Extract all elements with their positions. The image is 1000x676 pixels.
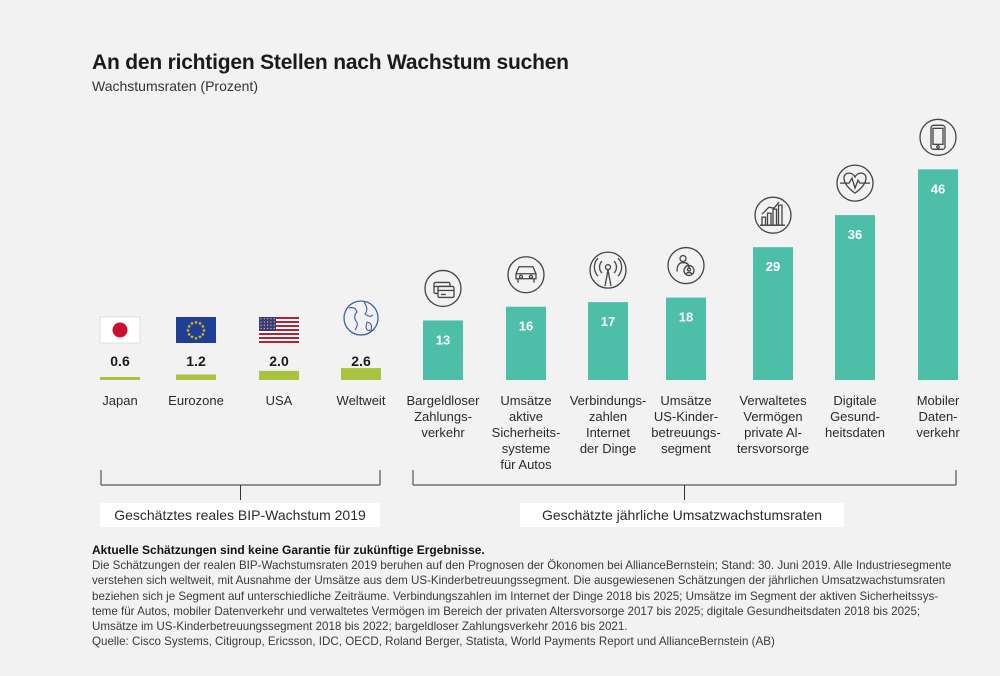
bar (100, 377, 140, 380)
bar (341, 368, 381, 380)
category-label: USA (266, 393, 293, 408)
svg-text:★: ★ (202, 328, 207, 334)
bar (176, 374, 216, 380)
category-label: segment (661, 441, 711, 456)
svg-text:★: ★ (201, 332, 206, 338)
bar-value-label: 29 (766, 259, 780, 274)
footnote-line: teme für Autos, mobiler Datenverkehr und… (92, 604, 921, 618)
group-label-revenue: Geschätzte jährliche Umsatzwachstumsrate… (520, 503, 844, 527)
footnote-line: Umsätze im US-Kinderbetreuungssegment 20… (92, 620, 628, 634)
bar (423, 320, 463, 380)
svg-text:★: ★ (187, 332, 192, 338)
svg-text:★: ★ (194, 336, 199, 342)
category-label: verkehr (916, 425, 960, 440)
category-label: heitsdaten (825, 425, 885, 440)
bar-value-label: 18 (679, 310, 693, 325)
bar-value-label: 16 (519, 319, 533, 334)
page-title: An den richtigen Stellen nach Wachstum s… (92, 51, 569, 74)
category-label: Japan (102, 393, 137, 408)
japan-flag-icon (99, 316, 141, 344)
bar (666, 297, 706, 380)
bar-value-label: 1.2 (186, 353, 206, 369)
bar-value-label: 17 (601, 314, 615, 329)
category-label: Weltweit (337, 393, 386, 408)
svg-text:★: ★ (198, 335, 203, 341)
childcare-icon (667, 246, 705, 285)
category-label: betreuungs- (651, 425, 720, 440)
category-label: Eurozone (168, 393, 224, 408)
bar (259, 370, 299, 380)
category-label: systeme (502, 441, 550, 456)
category-label: Gesund- (830, 409, 880, 424)
category-label: aktive (509, 409, 543, 424)
smartphone-icon (919, 118, 957, 156)
bar-value-label: 36 (848, 227, 862, 242)
category-label: US-Kinder- (654, 409, 718, 424)
category-label: Zahlungs- (414, 409, 472, 424)
bar (753, 247, 793, 380)
group-bracket-revenue (412, 470, 957, 500)
svg-text:★: ★ (198, 321, 203, 327)
category-label: zahlen (589, 409, 627, 424)
svg-text:★: ★ (201, 324, 206, 330)
category-label: private Al- (744, 425, 802, 440)
category-label: Mobiler (917, 393, 960, 408)
group-label-gdp: Geschätztes reales BIP-Wachstum 2019 (100, 503, 380, 527)
bar-value-label: 13 (436, 332, 450, 347)
bar-value-label: 2.6 (351, 353, 371, 369)
svg-text:★: ★ (190, 321, 195, 327)
footnotes: Aktuelle Schätzungen sind keine Garantie… (92, 543, 972, 649)
bar-value-label: 46 (931, 181, 945, 196)
category-label: Bargeldloser (407, 393, 481, 408)
svg-text:★: ★ (187, 324, 192, 330)
category-label: Verwaltetes (739, 393, 807, 408)
bar (588, 302, 628, 380)
category-label: Vermögen (743, 409, 802, 424)
bar (835, 215, 875, 380)
car-icon (507, 256, 545, 294)
category-label: Digitale (833, 393, 876, 408)
category-label: Umsätze (500, 393, 551, 408)
heart-rate-icon (836, 164, 874, 202)
iot-signal-icon (589, 251, 627, 289)
category-label: für Autos (500, 457, 552, 472)
category-label: tersvorsorge (737, 441, 809, 456)
category-label: Daten- (918, 409, 957, 424)
bar-growth-icon (754, 196, 792, 234)
usa-flag-icon (259, 317, 299, 343)
category-label: Internet (586, 425, 630, 440)
svg-text:★: ★ (190, 335, 195, 341)
bar-value-label: 2.0 (269, 353, 289, 369)
group-bracket-gdp (100, 470, 381, 500)
svg-text:★: ★ (186, 328, 191, 334)
category-label: Umsätze (660, 393, 711, 408)
footnote-line: beziehen sich je Segment auf unterschied… (92, 589, 939, 603)
footnote-line: verstehen sich weltweit, mit Ausnahme de… (92, 574, 946, 588)
footnote-line: Die Schätzungen der realen BIP-Wachstums… (92, 559, 952, 573)
category-label: Verbindungs- (570, 393, 647, 408)
footnote-heading: Aktuelle Schätzungen sind keine Garantie… (92, 543, 485, 557)
svg-text:★: ★ (194, 320, 199, 326)
category-label: der Dinge (580, 441, 636, 456)
chart-subtitle: Wachstumsraten (Prozent) (92, 78, 258, 94)
bar (918, 169, 958, 380)
category-label: Sicherheits- (492, 425, 561, 440)
globe-icon (343, 300, 379, 336)
footnote-source: Quelle: Cisco Systems, Citigroup, Ericss… (92, 635, 775, 649)
credit-card-icon (424, 269, 462, 308)
eu-flag-icon: ★★★★★★★★★ ★ ★★ (176, 317, 216, 343)
category-label: verkehr (421, 425, 465, 440)
bar (506, 306, 546, 380)
bar-value-label: 0.6 (110, 353, 130, 369)
